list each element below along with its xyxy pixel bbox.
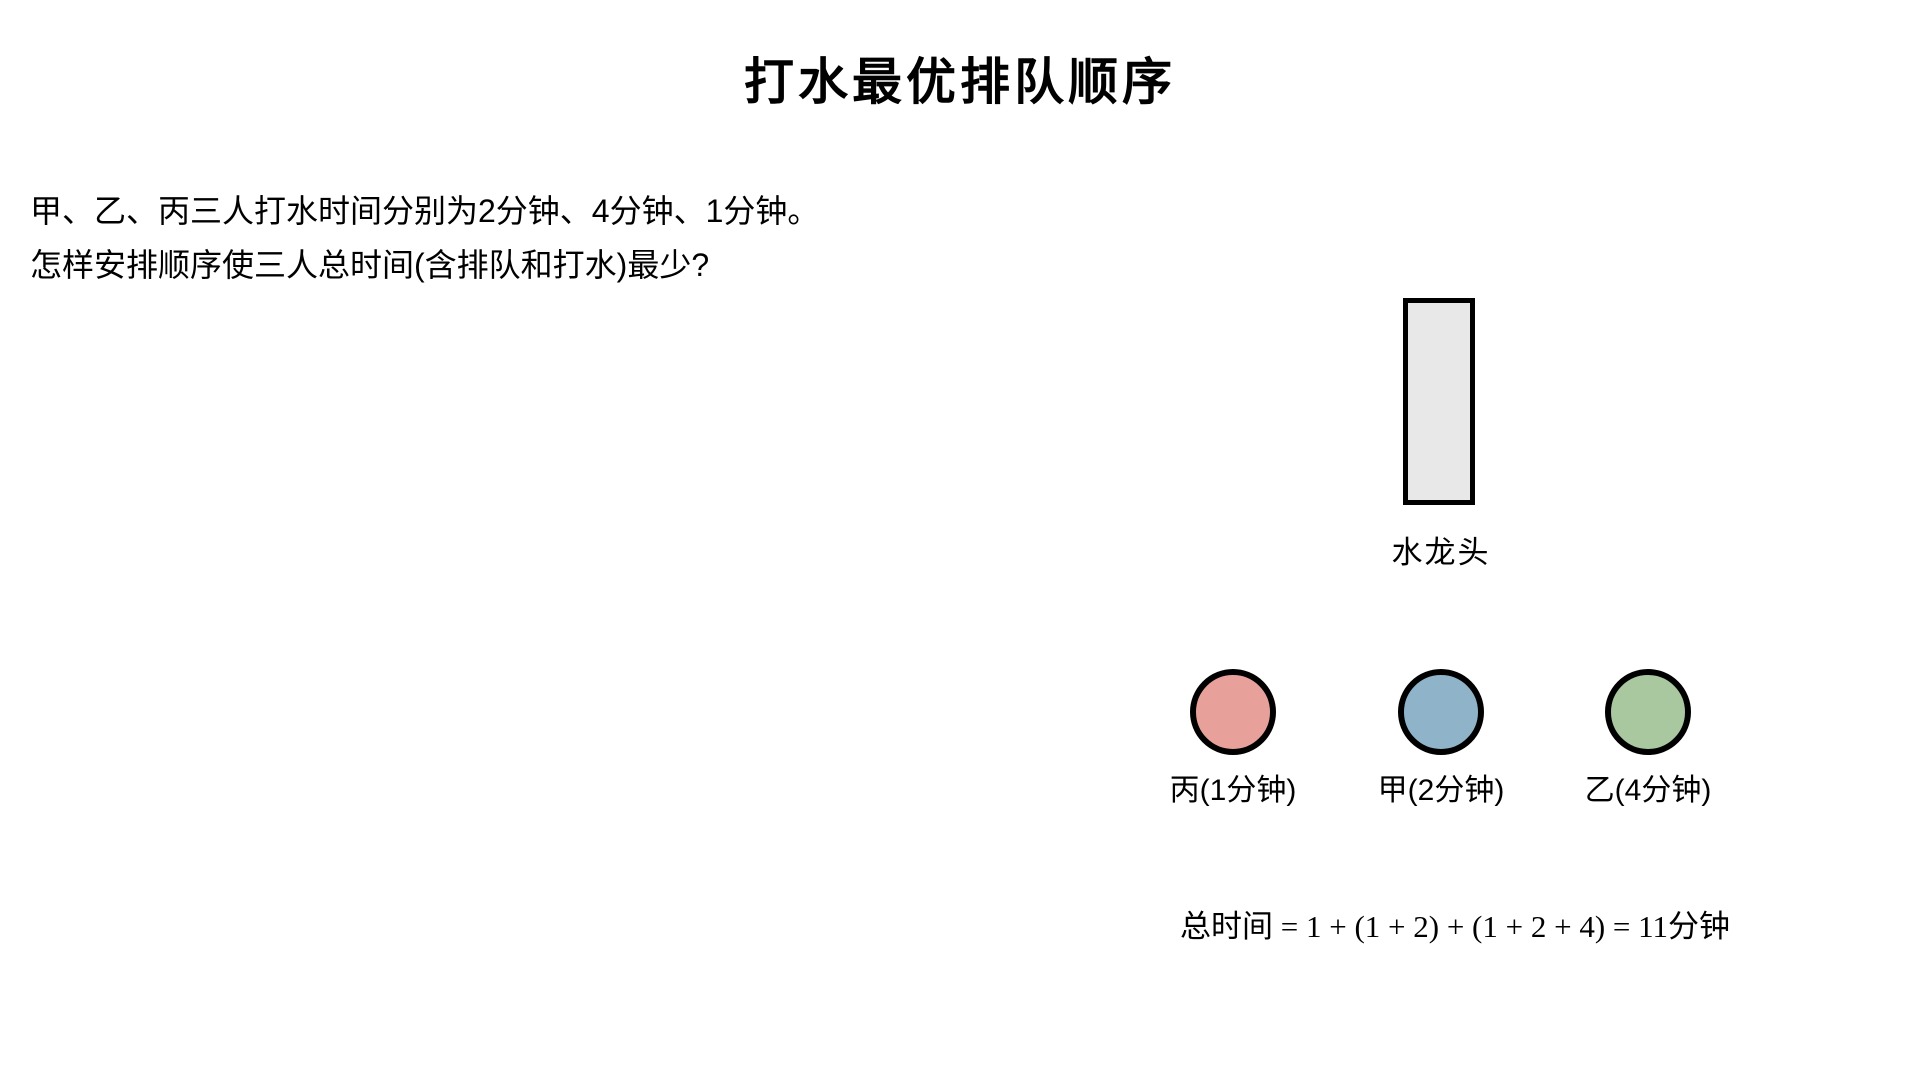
person-circle-jia — [1398, 669, 1484, 755]
person-label-yi: 乙(4分钟) — [1584, 774, 1712, 807]
faucet-rect — [1403, 298, 1475, 505]
total-time-formula: 总时间 = 1 + (1 + 2) + (1 + 2 + 4) = 11分钟 — [1179, 909, 1731, 944]
person-circle-yi — [1605, 669, 1691, 755]
page-title: 打水最优排队顺序 — [744, 54, 1176, 110]
problem-statement: 甲、乙、丙三人打水时间分别为2分钟、4分钟、1分钟。 怎样安排顺序使三人总时间(… — [30, 184, 819, 292]
person-label-bing: 丙(1分钟) — [1169, 774, 1297, 807]
faucet-label: 水龙头 — [1391, 535, 1491, 570]
problem-line-2: 怎样安排顺序使三人总时间(含排队和打水)最少? — [30, 247, 710, 283]
person-circle-bing — [1190, 669, 1276, 755]
problem-line-1: 甲、乙、丙三人打水时间分别为2分钟、4分钟、1分钟。 — [30, 193, 820, 229]
person-label-jia: 甲(2分钟) — [1377, 774, 1505, 807]
